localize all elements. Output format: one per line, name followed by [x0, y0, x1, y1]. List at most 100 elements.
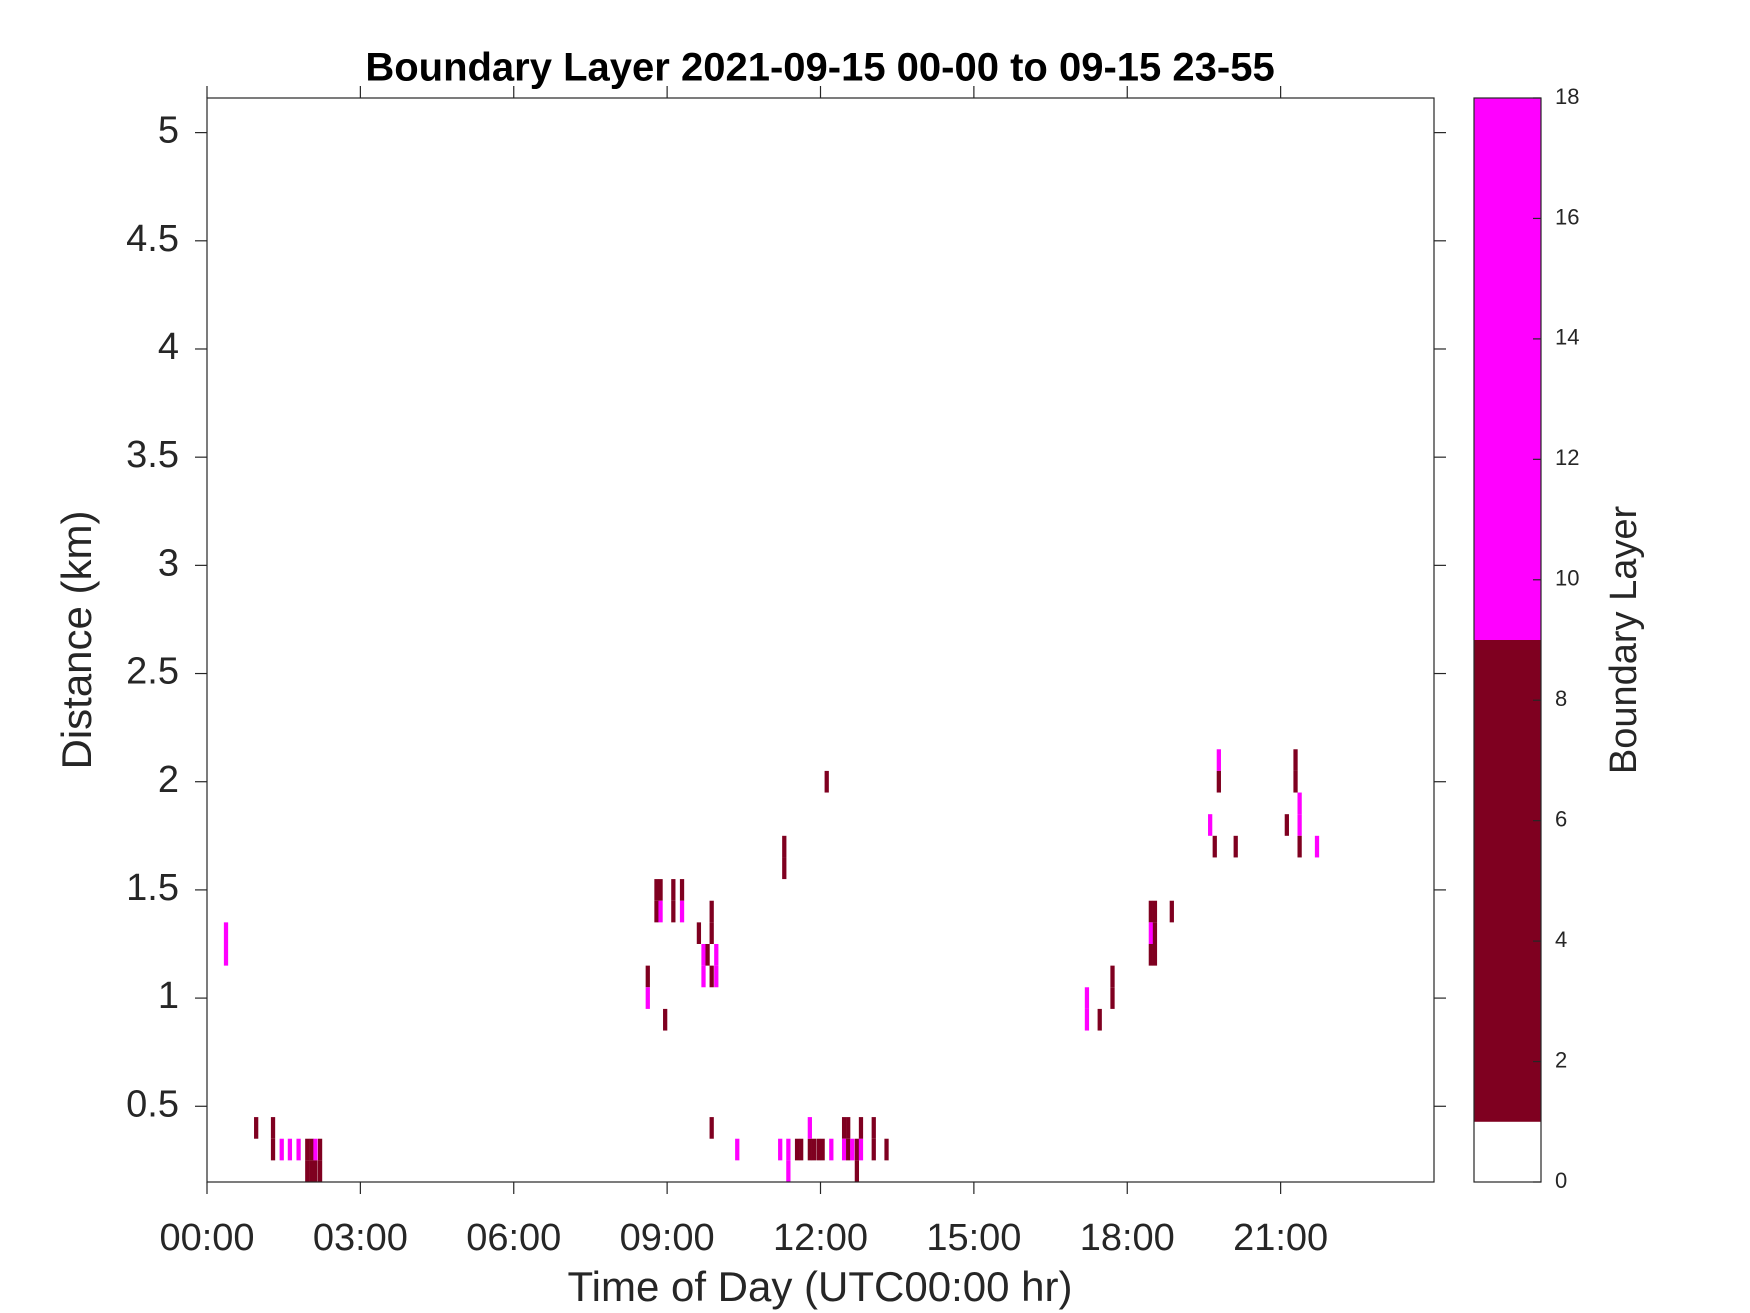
heatmap-cell — [317, 1138, 323, 1161]
heatmap-cell — [658, 900, 663, 923]
heatmap-cell — [709, 900, 714, 923]
heatmap-cell — [816, 1138, 821, 1161]
colorbar-tick-label: 12 — [1555, 445, 1579, 470]
heatmap-cell — [654, 900, 659, 923]
colorbar-tick-label: 14 — [1555, 325, 1579, 350]
x-tick-label: 18:00 — [1080, 1217, 1175, 1259]
heatmap-cell — [807, 1138, 812, 1161]
heatmap-cell — [671, 879, 676, 901]
heatmap-cell — [714, 943, 719, 966]
heatmap-cell — [279, 1138, 284, 1161]
colorbar-tick-label: 10 — [1555, 566, 1579, 591]
heatmap-cell — [807, 1117, 812, 1139]
colorbar-tick-label: 4 — [1555, 927, 1567, 952]
heatmap-cell — [1297, 835, 1302, 858]
colorbar-band — [1474, 1121, 1541, 1182]
heatmap-cell — [223, 943, 229, 966]
heatmap-cell — [1216, 770, 1221, 793]
heatmap-cell — [1110, 987, 1115, 1009]
heatmap-cell — [313, 1160, 318, 1182]
heatmap-cell — [709, 1117, 714, 1139]
heatmap-cell — [1293, 770, 1298, 793]
heatmap-cell — [1148, 900, 1153, 923]
heatmap-cell — [1233, 835, 1238, 858]
heatmap-cell — [313, 1138, 318, 1161]
heatmap-cell — [871, 1138, 876, 1161]
heatmap-cell — [1297, 792, 1302, 815]
x-tick-label: 09:00 — [620, 1217, 715, 1259]
colorbar-tick-label: 6 — [1555, 806, 1567, 831]
heatmap-cell — [841, 1138, 847, 1161]
colorbar-label: Boundary Layer — [1603, 506, 1645, 775]
y-tick-label: 2 — [158, 759, 179, 801]
x-tick-label: 00:00 — [159, 1217, 254, 1259]
heatmap-cell — [884, 1138, 889, 1161]
heatmap-cell — [829, 1138, 834, 1161]
y-tick-label: 1 — [158, 975, 179, 1017]
heatmap-cell — [709, 922, 714, 944]
x-tick-label: 12:00 — [773, 1217, 868, 1259]
heatmap-cell — [1152, 922, 1158, 944]
heatmap-cell — [1169, 900, 1174, 923]
heatmap-cell — [701, 965, 706, 988]
heatmap-cell — [858, 1138, 864, 1161]
colorbar-band — [1474, 640, 1541, 1122]
heatmap-cell — [645, 987, 650, 1009]
x-tick-label: 03:00 — [313, 1217, 408, 1259]
heatmap-cell — [1148, 943, 1153, 966]
heatmap-cell — [309, 1160, 314, 1182]
heatmap-cell — [854, 1138, 860, 1161]
heatmap-cell — [846, 1117, 851, 1139]
heatmap-cell — [658, 879, 663, 901]
heatmap-cell — [735, 1138, 740, 1161]
heatmap-cell — [663, 1008, 668, 1031]
heatmap-cell — [824, 770, 829, 793]
heatmap-cell — [858, 1117, 864, 1139]
x-tick-label: 21:00 — [1233, 1217, 1328, 1259]
heatmap-cell — [679, 900, 685, 923]
heatmap-cell — [317, 1160, 323, 1182]
colorbar-band — [1474, 98, 1541, 640]
heatmap-cell — [1152, 943, 1158, 966]
y-tick-label: 4.5 — [126, 218, 179, 260]
heatmap-cell — [1297, 814, 1302, 836]
y-axis-label: Distance (km) — [53, 510, 100, 769]
heatmap-cell — [850, 1138, 855, 1161]
heatmap-cell — [871, 1117, 876, 1139]
colorbar-frame — [1473, 97, 1542, 1183]
heatmap-cell — [654, 879, 659, 901]
heatmap-cell — [709, 965, 714, 988]
heatmap-cell — [799, 1138, 804, 1161]
y-tick-label: 4 — [158, 326, 179, 368]
heatmap-cell — [841, 1117, 847, 1139]
heatmap-cell — [1097, 1008, 1102, 1031]
heatmap-cell — [1208, 814, 1213, 836]
heatmap-cell — [705, 943, 710, 966]
heatmap-cell — [1216, 749, 1221, 771]
heatmap-cell — [1293, 749, 1298, 771]
y-tick-label: 3 — [158, 542, 179, 584]
colorbar-tick-label: 0 — [1555, 1168, 1567, 1193]
heatmap-cell — [782, 835, 787, 858]
heatmap-cell — [696, 922, 702, 944]
heatmap-cell — [1084, 987, 1090, 1009]
heatmap-cell — [305, 1138, 310, 1161]
heatmap-cell — [778, 1138, 783, 1161]
colorbar-tick-label: 16 — [1555, 204, 1579, 229]
heatmap-cell — [714, 965, 719, 988]
heatmap-cell — [287, 1138, 293, 1161]
colorbar-tick-label: 2 — [1555, 1047, 1567, 1072]
x-tick-label: 15:00 — [926, 1217, 1021, 1259]
heatmap-cell — [782, 857, 787, 880]
heatmap-cell — [1152, 900, 1158, 923]
heatmap-cell — [671, 900, 676, 923]
heatmap-cell — [270, 1117, 276, 1139]
heatmap-cell — [1314, 835, 1320, 858]
heatmap-cell — [296, 1138, 301, 1161]
heatmap-cell — [1284, 814, 1289, 836]
y-tick-label: 1.5 — [126, 867, 179, 909]
y-tick-label: 3.5 — [126, 434, 179, 476]
